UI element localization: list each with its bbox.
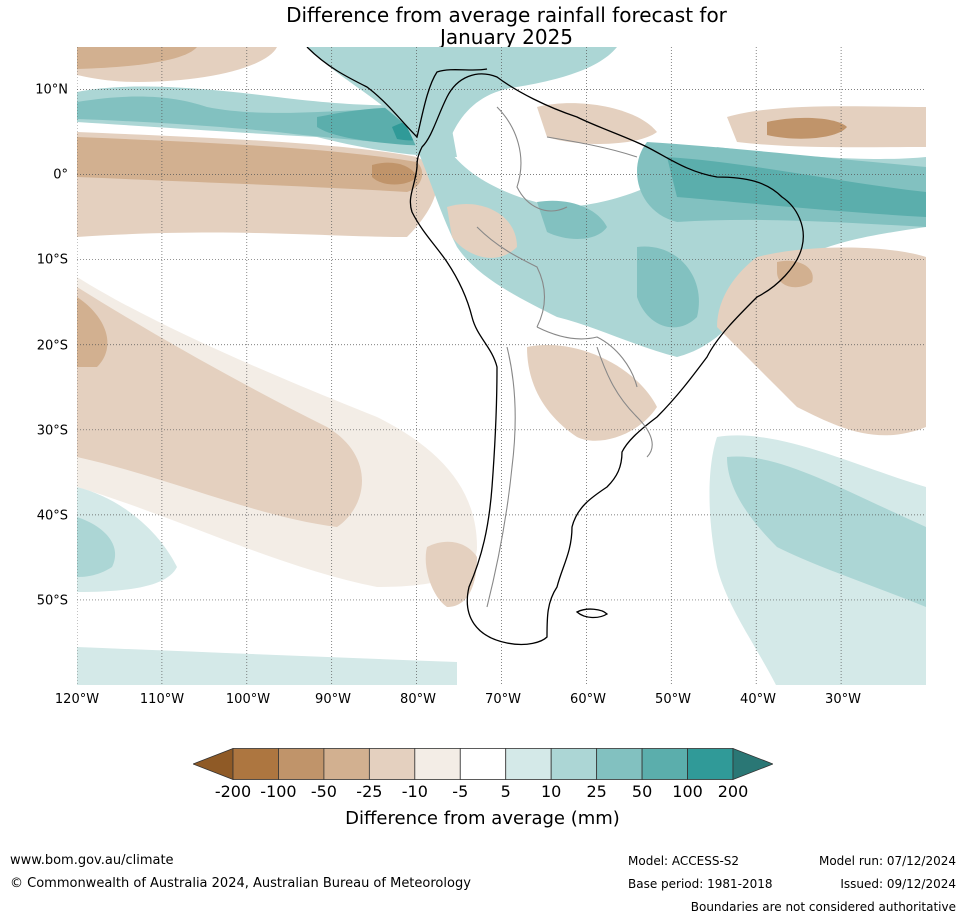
- dry-andes-north: [447, 203, 517, 258]
- colorbar-tick-label: -5: [452, 782, 469, 801]
- border-line: [536, 326, 638, 388]
- coastline-falklands: [575, 608, 609, 619]
- colorbar-swatch: [368, 748, 416, 780]
- lon-label-30w: 30°W: [825, 692, 861, 707]
- wet-sw-pacific-core: [77, 517, 116, 577]
- national-borders: [476, 106, 653, 608]
- wet-brazil-central: [637, 246, 699, 328]
- dry-south-pacific-core: [77, 287, 362, 527]
- colorbar-swatch: [641, 748, 688, 780]
- dry-brazil-east: [717, 247, 926, 436]
- colorbar-tick-label: 25: [586, 782, 607, 801]
- colorbar-extend-low: [193, 748, 234, 780]
- colorbar-swatch: [232, 748, 279, 780]
- colorbar-tick-label: 200: [717, 782, 749, 801]
- anomaly-fields: [77, 47, 926, 685]
- lon-label-80w: 80°W: [400, 692, 436, 707]
- dry-brazil-east-core: [777, 260, 813, 288]
- colorbar-tick-label: -50: [310, 782, 337, 801]
- lat-label-50s: 50°S: [36, 593, 68, 609]
- model-name: Model: ACCESS-S2: [628, 854, 740, 868]
- colorbar-swatch: [323, 748, 370, 780]
- lon-label-90w: 90°W: [315, 692, 351, 707]
- colorbar-extend-high: [732, 748, 773, 780]
- lat-label-20s: 20°S: [36, 338, 68, 354]
- website-link[interactable]: www.bom.gov.au/climate: [10, 853, 174, 868]
- lat-label-40s: 40°S: [36, 508, 68, 524]
- colorbar-swatch: [278, 748, 325, 780]
- lon-label-40w: 40°W: [740, 692, 776, 707]
- wet-south-strip: [77, 647, 457, 685]
- colorbar-tick-label: 5: [500, 782, 511, 801]
- rainfall-map: [77, 47, 926, 685]
- lat-label-10s: 10°S: [36, 252, 68, 268]
- colorbar-tick-label: 10: [540, 782, 562, 801]
- title-line-1: Difference from average rainfall forecas…: [286, 3, 727, 27]
- title-line-2: January 2025: [439, 25, 574, 49]
- colorbar-swatch: [687, 748, 734, 780]
- dry-core-equatorial-pacific: [77, 137, 423, 192]
- gridlines: [77, 47, 926, 685]
- border-line: [596, 346, 653, 458]
- colorbar-swatch: [505, 748, 552, 780]
- colorbar-tick-label: -25: [356, 782, 383, 801]
- colorbar-tick-label: 50: [631, 782, 653, 801]
- lat-label-30s: 30°S: [36, 423, 68, 439]
- lon-label-50w: 50°W: [655, 692, 691, 707]
- dry-patagonia: [425, 541, 477, 607]
- wet-south-atlantic-core: [727, 456, 926, 607]
- lon-label-60w: 60°W: [570, 692, 606, 707]
- issued-date: Issued: 09/12/2024: [840, 877, 956, 891]
- dry-band-north-core: [77, 47, 197, 69]
- dry-south-pacific-spot: [77, 297, 108, 367]
- dry-spot-peru-coast: [372, 162, 417, 185]
- map-title: Difference from average rainfall forecas…: [0, 4, 965, 48]
- lon-label-70w: 70°W: [485, 692, 521, 707]
- copyright-text: © Commonwealth of Australia 2024, Austra…: [10, 876, 471, 891]
- border-line: [476, 226, 545, 328]
- border-line: [546, 136, 638, 158]
- coastlines: [306, 47, 804, 646]
- lon-label-110w: 110°W: [139, 692, 185, 707]
- colorbar-tick-label: -100: [260, 782, 297, 801]
- wet-core-atlantic: [667, 157, 926, 217]
- lat-label-0: 0°: [53, 167, 68, 183]
- base-period: Base period: 1981-2018: [628, 877, 773, 891]
- border-line: [486, 346, 516, 608]
- coastline-south-america: [409, 73, 804, 646]
- colorbar-swatch: [459, 748, 507, 780]
- lon-label-120w: 120°W: [54, 692, 100, 707]
- coastline-central-america: [306, 47, 488, 139]
- colorbar-tick-label: 100: [672, 782, 703, 801]
- colorbar: [193, 748, 773, 780]
- colorbar-tick-label: -200: [214, 782, 252, 801]
- dry-la-plata: [527, 345, 657, 441]
- lon-label-100w: 100°W: [225, 692, 271, 707]
- colorbar-swatch: [414, 748, 461, 780]
- dry-atlantic-north-core: [767, 117, 847, 139]
- lat-label-10n: 10°N: [35, 82, 68, 98]
- model-run-date: Model run: 07/12/2024: [818, 854, 956, 868]
- colorbar-swatch: [596, 748, 643, 780]
- colorbar-label: Difference from average (mm): [345, 808, 620, 829]
- colorbar-tick-label: -10: [401, 782, 428, 801]
- boundaries-disclaimer: Boundaries are not considered authoritat…: [690, 900, 956, 914]
- border-line: [496, 106, 568, 212]
- map-canvas: [77, 47, 926, 685]
- colorbar-swatch: [550, 748, 598, 780]
